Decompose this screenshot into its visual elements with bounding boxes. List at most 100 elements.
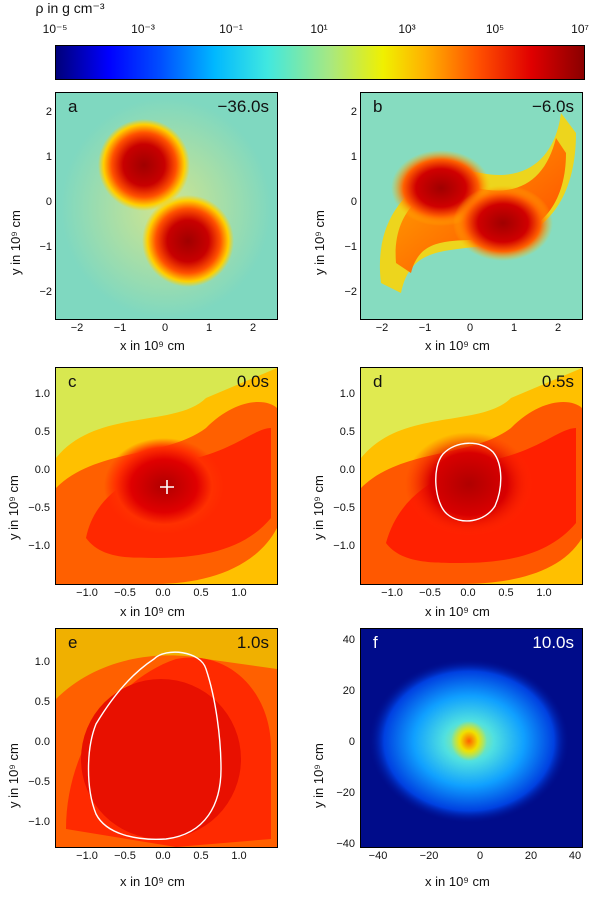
y-tick: −40 — [336, 838, 355, 850]
panel-d: d 0.5s — [360, 367, 583, 585]
colorbar-tick: 10⁻¹ — [219, 22, 243, 36]
density-map-f — [361, 629, 582, 847]
x-tick: −1.0 — [76, 850, 98, 862]
panel-letter: e — [68, 633, 78, 652]
y-axis-label: y in 10⁹ cm — [311, 743, 326, 808]
colorbar-title: ρ in g cm⁻³ — [35, 0, 105, 16]
x-axis-label: x in 10⁹ cm — [425, 604, 490, 619]
y-tick: 20 — [342, 685, 355, 697]
x-tick: 0.5 — [498, 587, 514, 599]
panel-time: 10.0s — [532, 633, 574, 652]
y-tick: 1 — [350, 151, 357, 163]
y-tick: 0 — [348, 736, 355, 748]
y-tick: −1.0 — [333, 540, 355, 552]
panel-letter: f — [373, 633, 378, 652]
x-tick: 0 — [476, 850, 484, 862]
y-tick: 40 — [342, 634, 355, 646]
x-axis-label: x in 10⁹ cm — [425, 874, 490, 889]
panel-e: e 1.0s — [55, 628, 278, 848]
y-tick: 0.5 — [339, 426, 355, 438]
panel-b: b −6.0s — [360, 92, 583, 320]
density-map-e — [56, 629, 277, 847]
y-tick: −0.5 — [333, 502, 355, 514]
x-axis-label: x in 10⁹ cm — [120, 604, 185, 619]
center-crosshair-icon — [160, 480, 174, 494]
density-colorbar — [55, 45, 585, 80]
y-tick: −1.0 — [28, 816, 50, 828]
y-tick: −0.5 — [28, 776, 50, 788]
y-tick: 0 — [45, 196, 52, 208]
y-axis-label: y in 10⁹ cm — [8, 210, 23, 275]
y-tick: 0 — [350, 196, 357, 208]
panel-a: a −36.0s — [55, 92, 278, 320]
panel-letter: a — [68, 97, 78, 116]
y-tick: 0.0 — [34, 736, 50, 748]
density-map-a — [56, 93, 277, 319]
panel-f: f 10.0s — [360, 628, 583, 848]
x-tick: −1 — [418, 322, 432, 334]
x-tick: −0.5 — [114, 850, 136, 862]
x-tick: 1 — [510, 322, 518, 334]
x-axis-label: x in 10⁹ cm — [120, 338, 185, 353]
x-tick: 2 — [554, 322, 562, 334]
contour-line — [435, 442, 502, 522]
contour-line — [87, 651, 222, 841]
colorbar-tick: 10⁻³ — [131, 22, 155, 36]
density-map-d — [361, 368, 582, 584]
x-tick: −0.5 — [114, 587, 136, 599]
y-tick: 1.0 — [34, 656, 50, 668]
panel-time: 0.5s — [541, 372, 574, 391]
y-tick: −1.0 — [28, 540, 50, 552]
y-tick: −0.5 — [28, 502, 50, 514]
panel-c: c 0.0s — [55, 367, 278, 585]
panel-letter: d — [373, 372, 383, 391]
x-tick: 0 — [466, 322, 474, 334]
colorbar-tick: 10⁵ — [485, 22, 505, 36]
y-tick: 0.5 — [34, 696, 50, 708]
x-tick: −1.0 — [76, 587, 98, 599]
x-tick: 0.0 — [155, 587, 171, 599]
y-tick: 2 — [45, 106, 52, 118]
panel-time: −6.0s — [531, 97, 574, 116]
y-tick: 1.0 — [34, 388, 50, 400]
x-tick: 1.0 — [536, 587, 552, 599]
x-tick: −1.0 — [381, 587, 403, 599]
y-axis-label: y in 10⁹ cm — [311, 475, 326, 540]
y-tick: −20 — [336, 787, 355, 799]
colorbar-tick: 10⁻⁵ — [42, 22, 68, 36]
colorbar-tick: 10³ — [398, 22, 416, 36]
y-tick: 0.5 — [34, 426, 50, 438]
density-map-b — [361, 93, 582, 319]
x-tick: −2 — [70, 322, 84, 334]
x-tick: 0.5 — [193, 587, 209, 599]
x-tick: 1.0 — [231, 587, 247, 599]
y-tick: 2 — [350, 106, 357, 118]
x-tick: 0.0 — [155, 850, 171, 862]
x-tick: 1 — [205, 322, 213, 334]
density-map-c — [56, 368, 277, 584]
x-axis-label: x in 10⁹ cm — [120, 874, 185, 889]
colorbar-tick: 10¹ — [310, 22, 328, 36]
y-tick: 0.0 — [339, 464, 355, 476]
x-tick: 1.0 — [231, 850, 247, 862]
y-axis-label: y in 10⁹ cm — [6, 743, 21, 808]
y-axis-label: y in 10⁹ cm — [6, 475, 21, 540]
y-axis-label: y in 10⁹ cm — [312, 210, 327, 275]
x-tick: −0.5 — [419, 587, 441, 599]
y-tick: −2 — [39, 286, 52, 298]
y-tick: 1 — [45, 151, 52, 163]
y-tick: −2 — [344, 286, 357, 298]
panel-time: 1.0s — [236, 633, 269, 652]
x-tick: −20 — [419, 850, 439, 862]
x-tick: 2 — [249, 322, 257, 334]
panel-time: −36.0s — [217, 97, 269, 116]
x-tick: −40 — [368, 850, 388, 862]
y-tick: −1 — [344, 241, 357, 253]
y-tick: −1 — [39, 241, 52, 253]
x-axis-label: x in 10⁹ cm — [425, 338, 490, 353]
y-tick: 1.0 — [339, 388, 355, 400]
panel-letter: b — [373, 97, 383, 116]
x-tick: −1 — [113, 322, 127, 334]
x-tick: 0.0 — [460, 587, 476, 599]
x-tick: 40 — [568, 850, 582, 862]
